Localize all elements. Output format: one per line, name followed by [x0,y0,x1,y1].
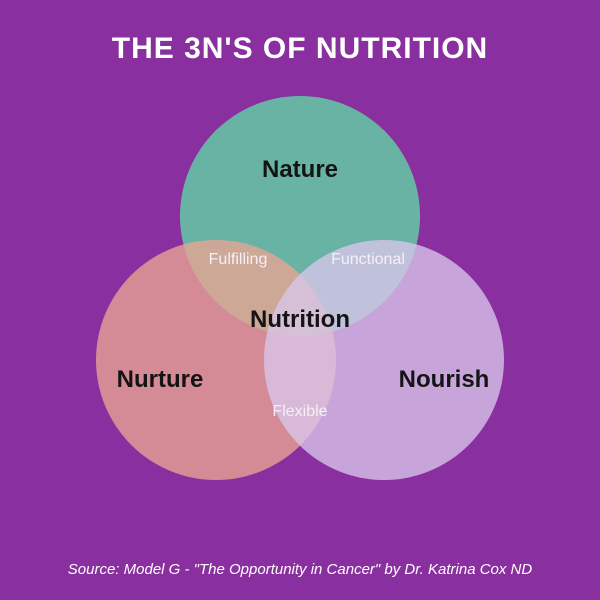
label-nourish: Nourish [399,366,490,394]
circle-nourish [264,240,504,480]
venn-diagram: Nature Nurture Nourish Nutrition Fulfill… [0,0,600,600]
label-functional: Functional [331,251,405,269]
source-citation: Source: Model G - "The Opportunity in Ca… [0,561,600,578]
label-nurture: Nurture [117,366,204,394]
label-flexible: Flexible [272,403,327,421]
label-center: Nutrition [250,306,350,334]
label-fulfilling: Fulfilling [209,251,268,269]
label-nature: Nature [262,156,338,184]
